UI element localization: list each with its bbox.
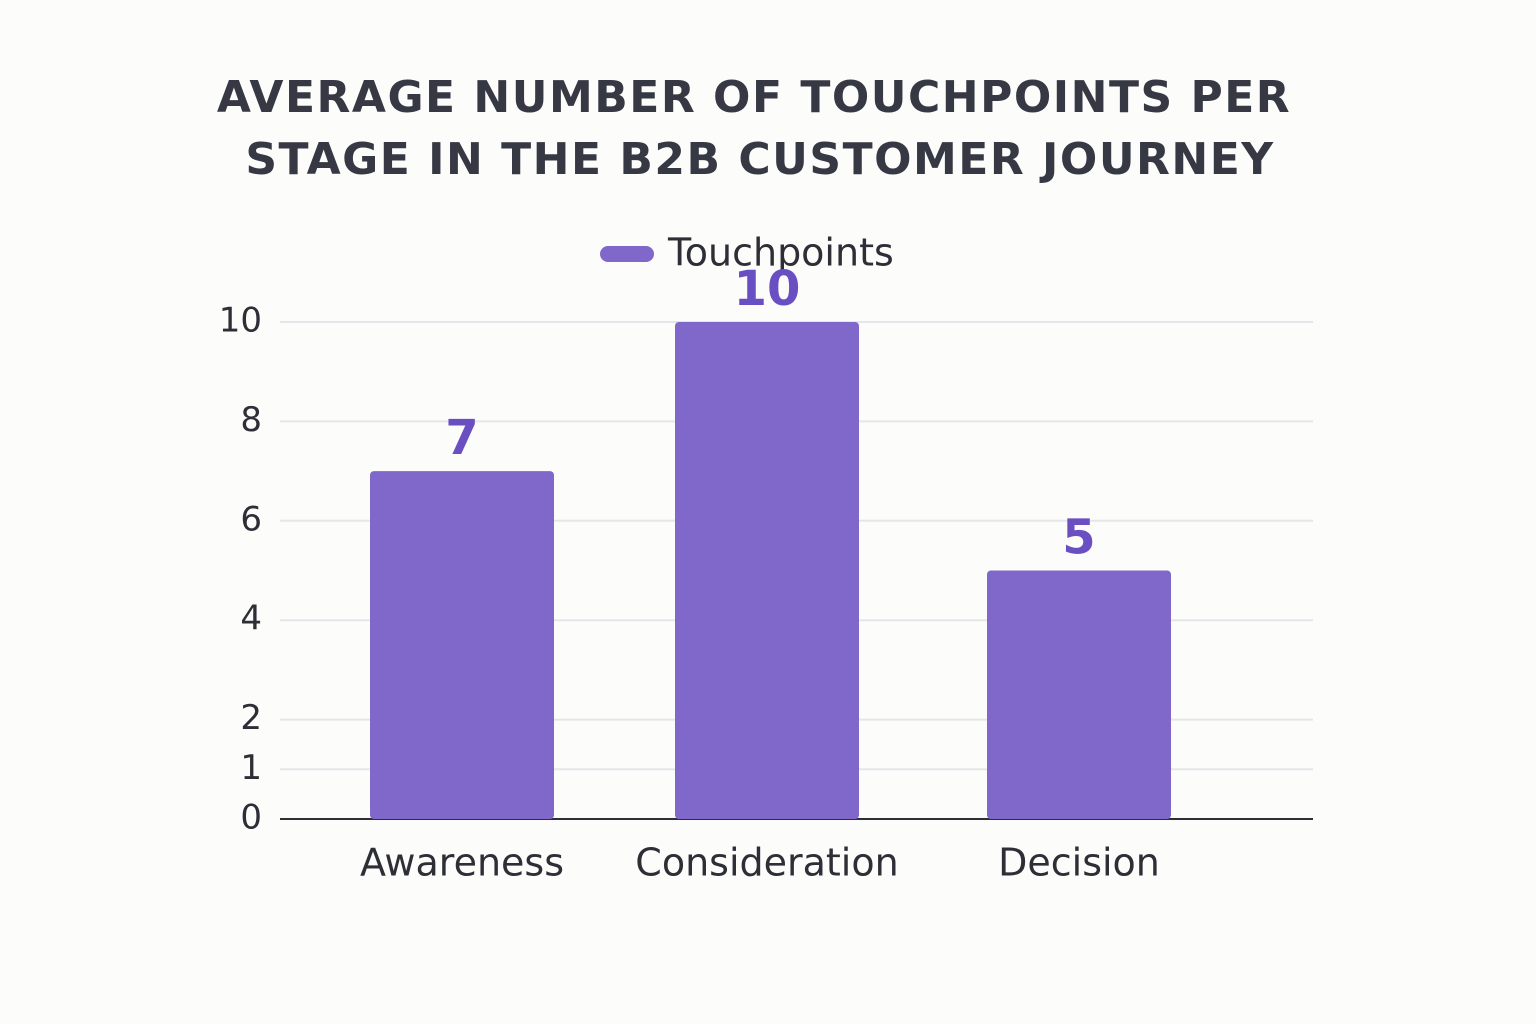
y-tick-label: 0: [240, 798, 262, 838]
bar: [675, 322, 859, 819]
x-tick-label: Consideration: [635, 841, 898, 885]
bar: [370, 471, 554, 819]
x-tick-label: Decision: [998, 841, 1160, 885]
y-tick-label: 8: [240, 400, 262, 440]
y-tick-label: 6: [240, 499, 262, 539]
chart-title: AVERAGE NUMBER OF TOUCHPOINTS PER: [217, 72, 1291, 123]
legend-label: Touchpoints: [667, 231, 894, 275]
chart-title: STAGE IN THE B2B CUSTOMER JOURNEY: [245, 134, 1274, 185]
value-label: 7: [445, 410, 478, 466]
value-label: 10: [734, 261, 801, 317]
value-label: 5: [1062, 510, 1095, 566]
y-tick-label: 4: [240, 599, 262, 639]
bar: [987, 570, 1171, 819]
y-tick-label: 1: [240, 748, 262, 788]
y-tick-label: 2: [240, 698, 262, 738]
y-tick-label: 10: [219, 301, 262, 341]
x-tick-label: Awareness: [360, 841, 564, 885]
legend-swatch: [600, 246, 654, 262]
